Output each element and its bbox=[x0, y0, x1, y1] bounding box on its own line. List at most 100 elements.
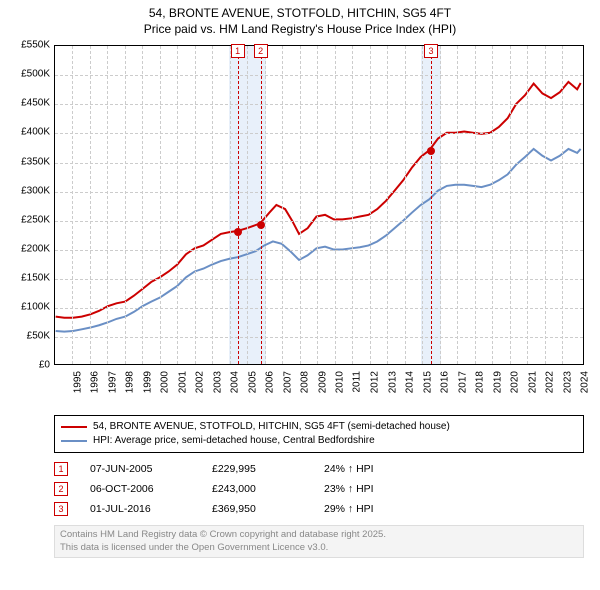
xtick-label: 2013 bbox=[387, 371, 398, 393]
gridline-v bbox=[282, 46, 283, 364]
sale-marker-icon: 1 bbox=[54, 462, 68, 476]
attribution-line: This data is licensed under the Open Gov… bbox=[60, 542, 578, 554]
sale-price: £229,995 bbox=[212, 463, 302, 475]
ytick-label: £200K bbox=[10, 243, 50, 254]
sale-date: 07-JUN-2005 bbox=[90, 463, 190, 475]
legend-swatch bbox=[61, 440, 87, 442]
title-subtitle: Price paid vs. HM Land Registry's House … bbox=[10, 22, 590, 38]
xtick-label: 2016 bbox=[440, 371, 451, 393]
sale-marker-line bbox=[238, 46, 239, 364]
xtick-label: 2007 bbox=[282, 371, 293, 393]
attribution-box: Contains HM Land Registry data © Crown c… bbox=[54, 525, 584, 558]
gridline-v bbox=[352, 46, 353, 364]
sale-delta: 24% ↑ HPI bbox=[324, 463, 434, 475]
chart-container: 54, BRONTE AVENUE, STOTFOLD, HITCHIN, SG… bbox=[0, 0, 600, 590]
gridline-v bbox=[335, 46, 336, 364]
gridline-h bbox=[55, 337, 583, 338]
gridline-h bbox=[55, 192, 583, 193]
xtick-label: 2012 bbox=[370, 371, 381, 393]
sale-date: 06-OCT-2006 bbox=[90, 483, 190, 495]
gridline-v bbox=[107, 46, 108, 364]
sale-delta: 23% ↑ HPI bbox=[324, 483, 434, 495]
gridline-v bbox=[90, 46, 91, 364]
legend: 54, BRONTE AVENUE, STOTFOLD, HITCHIN, SG… bbox=[54, 415, 584, 453]
gridline-v bbox=[195, 46, 196, 364]
gridline-v bbox=[317, 46, 318, 364]
xtick-label: 2019 bbox=[492, 371, 503, 393]
plot-area: 123 bbox=[54, 45, 584, 365]
chart-title: 54, BRONTE AVENUE, STOTFOLD, HITCHIN, SG… bbox=[10, 6, 590, 37]
sale-marker-line bbox=[261, 46, 262, 364]
xtick-label: 2001 bbox=[177, 371, 188, 393]
ytick-label: £550K bbox=[10, 40, 50, 51]
gridline-v bbox=[457, 46, 458, 364]
legend-item-hpi: HPI: Average price, semi-detached house,… bbox=[61, 434, 577, 448]
ytick-label: £250K bbox=[10, 214, 50, 225]
sale-delta: 29% ↑ HPI bbox=[324, 503, 434, 515]
ytick-label: £350K bbox=[10, 156, 50, 167]
gridline-h bbox=[55, 133, 583, 134]
xtick-label: 1995 bbox=[72, 371, 83, 393]
sale-date: 01-JUL-2016 bbox=[90, 503, 190, 515]
gridline-v bbox=[440, 46, 441, 364]
gridline-v bbox=[125, 46, 126, 364]
sales-table: 1 07-JUN-2005 £229,995 24% ↑ HPI 2 06-OC… bbox=[54, 459, 590, 519]
gridline-v bbox=[527, 46, 528, 364]
gridline-v bbox=[72, 46, 73, 364]
legend-item-price-paid: 54, BRONTE AVENUE, STOTFOLD, HITCHIN, SG… bbox=[61, 420, 577, 434]
gridline-v bbox=[300, 46, 301, 364]
gridline-v bbox=[160, 46, 161, 364]
sales-row: 3 01-JUL-2016 £369,950 29% ↑ HPI bbox=[54, 499, 590, 519]
sale-marker-icon: 2 bbox=[54, 482, 68, 496]
gridline-v bbox=[142, 46, 143, 364]
ytick-label: £500K bbox=[10, 69, 50, 80]
xtick-label: 2014 bbox=[405, 371, 416, 393]
sale-marker-flag: 3 bbox=[424, 44, 438, 58]
gridline-h bbox=[55, 250, 583, 251]
title-address: 54, BRONTE AVENUE, STOTFOLD, HITCHIN, SG… bbox=[10, 6, 590, 22]
xtick-label: 2021 bbox=[527, 371, 538, 393]
ytick-label: £300K bbox=[10, 185, 50, 196]
xtick-label: 2024 bbox=[580, 371, 591, 393]
ytick-label: £50K bbox=[10, 331, 50, 342]
xtick-label: 2017 bbox=[457, 371, 468, 393]
sales-row: 1 07-JUN-2005 £229,995 24% ↑ HPI bbox=[54, 459, 590, 479]
gridline-v bbox=[265, 46, 266, 364]
xtick-label: 2000 bbox=[160, 371, 171, 393]
xtick-label: 2010 bbox=[335, 371, 346, 393]
legend-label: 54, BRONTE AVENUE, STOTFOLD, HITCHIN, SG… bbox=[93, 420, 450, 434]
xtick-label: 2005 bbox=[247, 371, 258, 393]
sale-price: £243,000 bbox=[212, 483, 302, 495]
xtick-label: 1999 bbox=[142, 371, 153, 393]
gridline-v bbox=[545, 46, 546, 364]
xtick-label: 1998 bbox=[125, 371, 136, 393]
sale-dot bbox=[257, 221, 265, 229]
xtick-label: 2011 bbox=[351, 371, 362, 393]
ytick-label: £400K bbox=[10, 127, 50, 138]
series-lines bbox=[55, 46, 583, 364]
xtick-label: 2006 bbox=[265, 371, 276, 393]
xtick-label: 2002 bbox=[195, 371, 206, 393]
gridline-v bbox=[422, 46, 423, 364]
gridline-h bbox=[55, 104, 583, 105]
gridline-v bbox=[405, 46, 406, 364]
gridline-h bbox=[55, 221, 583, 222]
xtick-label: 1996 bbox=[90, 371, 101, 393]
attribution-line: Contains HM Land Registry data © Crown c… bbox=[60, 529, 578, 541]
ytick-label: £0 bbox=[10, 360, 50, 371]
xtick-label: 2022 bbox=[545, 371, 556, 393]
gridline-v bbox=[370, 46, 371, 364]
xtick-label: 2015 bbox=[422, 371, 433, 393]
gridline-v bbox=[562, 46, 563, 364]
legend-label: HPI: Average price, semi-detached house,… bbox=[93, 434, 375, 448]
gridline-h bbox=[55, 308, 583, 309]
gridline-v bbox=[475, 46, 476, 364]
sales-row: 2 06-OCT-2006 £243,000 23% ↑ HPI bbox=[54, 479, 590, 499]
ytick-label: £150K bbox=[10, 272, 50, 283]
sale-price: £369,950 bbox=[212, 503, 302, 515]
ytick-label: £100K bbox=[10, 302, 50, 313]
xtick-label: 2020 bbox=[510, 371, 521, 393]
ytick-label: £450K bbox=[10, 98, 50, 109]
gridline-v bbox=[387, 46, 388, 364]
gridline-v bbox=[492, 46, 493, 364]
